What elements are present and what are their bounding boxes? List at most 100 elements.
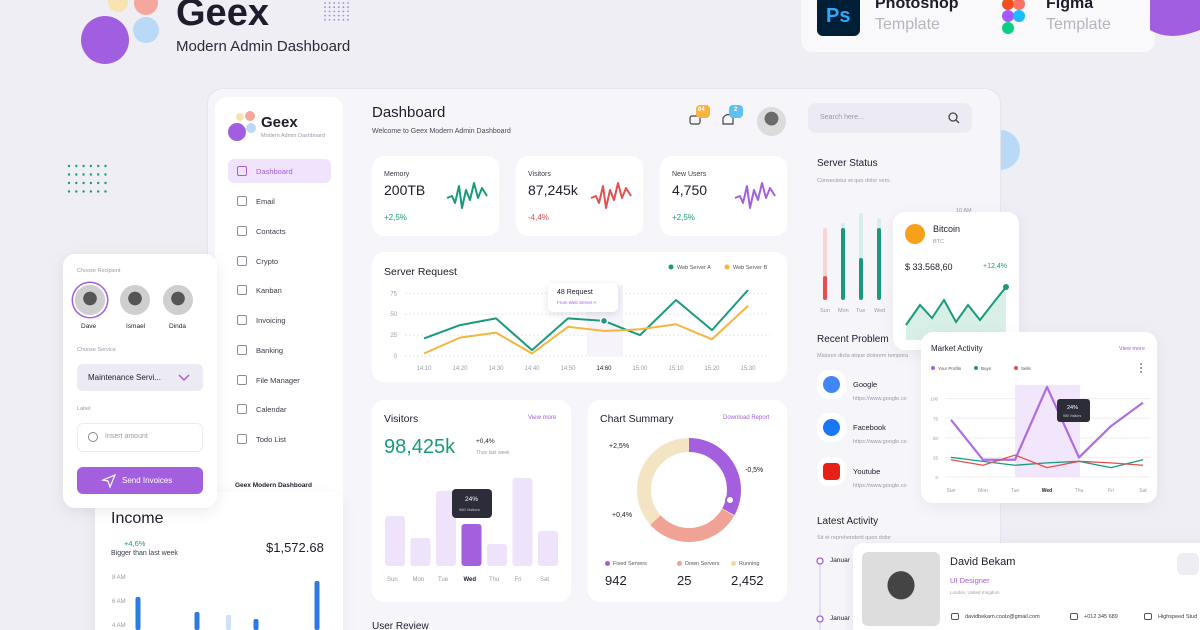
card-link[interactable]: View more bbox=[528, 415, 557, 422]
legend-label: Your Profits bbox=[938, 366, 962, 371]
section-title: Server Status bbox=[817, 158, 878, 169]
x-tick-label: 14:20 bbox=[452, 366, 468, 372]
template-name: Photoshop bbox=[875, 0, 959, 13]
dot bbox=[104, 173, 107, 176]
recipient-avatar[interactable] bbox=[163, 285, 193, 315]
nav-item[interactable]: Contacts bbox=[256, 226, 286, 236]
income-note: Bigger than last week bbox=[111, 549, 178, 557]
problem-url: https://www.google.co bbox=[853, 395, 907, 402]
card-link[interactable]: View more bbox=[1119, 345, 1145, 352]
x-label: Mon bbox=[838, 307, 849, 314]
recipient-avatar[interactable] bbox=[120, 285, 150, 315]
sparkline bbox=[446, 182, 488, 209]
figma-part bbox=[1002, 0, 1014, 10]
y-tick-label: 100 bbox=[930, 397, 938, 402]
donut-seg bbox=[637, 438, 741, 542]
x-tick-label: 15:30 bbox=[740, 366, 756, 372]
nav-item[interactable]: File Manager bbox=[256, 375, 300, 385]
card-title: Market Activity bbox=[931, 344, 983, 354]
x-tick-label: Sat bbox=[1139, 488, 1147, 494]
profile-location: London, United Kingdom bbox=[950, 590, 1000, 596]
field-label: Choose Recipient bbox=[77, 267, 121, 274]
dot bbox=[337, 10, 340, 13]
nav-icon bbox=[237, 404, 247, 414]
chart-title: Server Request bbox=[384, 265, 457, 278]
send-button[interactable] bbox=[77, 467, 203, 494]
activity-item: Januar bbox=[830, 615, 850, 623]
legend-dot bbox=[677, 561, 682, 566]
x-label: Fri bbox=[514, 577, 522, 584]
tooltip bbox=[452, 489, 492, 518]
x-label: Sun bbox=[387, 577, 398, 584]
blob bbox=[228, 123, 246, 141]
recipient-name: Dave bbox=[81, 323, 97, 331]
server-request-chart: Web Server A Web Server B 0 25 50 75 14:10 14:2… bbox=[390, 264, 770, 372]
y-tick-label: 75 bbox=[390, 291, 397, 297]
bar bbox=[512, 478, 533, 566]
nav-icon bbox=[237, 315, 247, 325]
tooltip-dot bbox=[599, 316, 609, 326]
btc-icon bbox=[905, 224, 925, 244]
sparkline bbox=[590, 182, 632, 209]
card-link[interactable]: Download Report bbox=[723, 415, 770, 422]
server-request-card bbox=[372, 252, 787, 382]
x-label: Wed bbox=[874, 307, 886, 314]
nav-item[interactable]: Banking bbox=[256, 345, 284, 355]
legend-label: Web Server A bbox=[677, 265, 711, 271]
nav-item[interactable]: Todo List bbox=[256, 434, 287, 444]
nav-item[interactable]: Dashboard bbox=[256, 166, 293, 176]
field-label: Label bbox=[77, 405, 91, 412]
recipient-avatar[interactable] bbox=[75, 285, 105, 315]
purple-corner bbox=[1150, 0, 1200, 36]
nav-item[interactable]: Email bbox=[256, 196, 275, 206]
x-tick-label: 14:30 bbox=[488, 366, 504, 372]
line-series bbox=[950, 454, 1144, 469]
recipient-name: Dinda bbox=[169, 323, 186, 331]
y-tick-label: 75 bbox=[933, 416, 939, 421]
nav-icon bbox=[237, 226, 247, 236]
dot bbox=[75, 190, 78, 193]
logo-blobs bbox=[81, 0, 159, 64]
badge-text: 04 bbox=[698, 107, 705, 114]
nav-item[interactable]: Kanban bbox=[256, 285, 282, 295]
y-tick-label: 25 bbox=[390, 333, 397, 339]
spark-dot bbox=[1003, 284, 1009, 290]
spark-line bbox=[905, 286, 1007, 326]
contact-icon bbox=[951, 613, 959, 620]
chat-icon bbox=[689, 115, 701, 125]
template-card bbox=[801, 0, 1155, 52]
tooltip bbox=[1057, 399, 1090, 422]
sparkline-path bbox=[590, 182, 632, 209]
blob bbox=[1000, 130, 1020, 170]
section-title: Recent Problem bbox=[817, 334, 889, 345]
x-tick-label: 14:50 bbox=[560, 366, 576, 372]
section-title: Latest Activity bbox=[817, 516, 879, 527]
dot bbox=[347, 14, 349, 17]
problem-url: https://www.google.co bbox=[853, 438, 907, 445]
dot bbox=[324, 2, 326, 4]
nav-item[interactable]: Invoicing bbox=[256, 315, 286, 325]
figma-part bbox=[1002, 10, 1014, 22]
page-title: Dashboard bbox=[372, 104, 446, 121]
legend-value: 25 bbox=[677, 573, 692, 589]
amount-input[interactable] bbox=[77, 423, 203, 452]
sparkline bbox=[734, 182, 776, 209]
search-box[interactable] bbox=[808, 103, 972, 133]
blob bbox=[245, 111, 255, 121]
nav-item[interactable]: Crypto bbox=[256, 256, 279, 266]
tooltip-subtitle: 980 Visitors bbox=[459, 506, 480, 512]
legend-label: Running bbox=[739, 560, 760, 567]
dot bbox=[104, 164, 107, 168]
dollar-icon bbox=[88, 432, 98, 442]
send-button-text[interactable]: Send Invoices bbox=[122, 476, 173, 486]
activity-item: Januar bbox=[830, 557, 850, 565]
info-button[interactable] bbox=[1177, 553, 1199, 575]
income-title: Income bbox=[111, 510, 164, 528]
x-label: Thu bbox=[489, 577, 500, 584]
nav-item[interactable]: Calendar bbox=[256, 404, 287, 414]
stat-value: 87,245k bbox=[528, 181, 578, 198]
bar bbox=[385, 516, 405, 566]
dot bbox=[75, 181, 78, 185]
y-tick-label: 25 bbox=[933, 455, 939, 460]
